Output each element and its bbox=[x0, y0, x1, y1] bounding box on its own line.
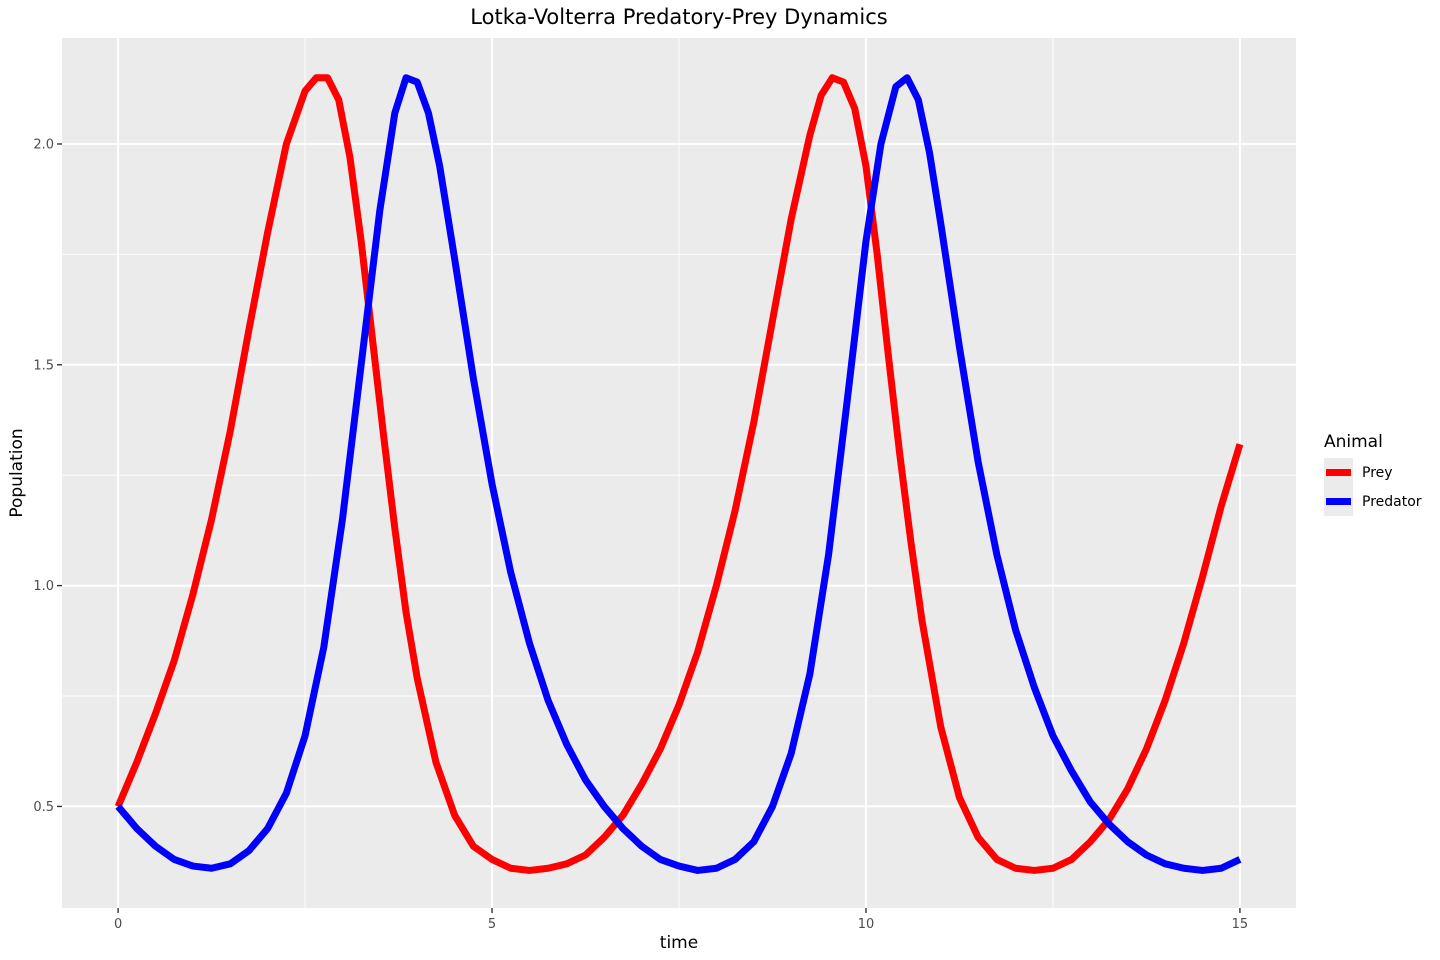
x-axis-title: time bbox=[660, 933, 698, 953]
series-line-predator bbox=[115, 74, 1242, 874]
y-axis-title: Population bbox=[7, 428, 27, 517]
axes: 0 5 10 15 0.5 1.0 1.5 2.0 bbox=[33, 137, 1248, 932]
x-tick-label: 5 bbox=[488, 917, 496, 932]
x-tick-label: 0 bbox=[114, 917, 122, 932]
series-line-prey bbox=[114, 74, 1244, 874]
y-tick-label: 1.0 bbox=[33, 579, 54, 594]
y-tick-label: 1.5 bbox=[33, 358, 54, 373]
x-tick-label: 10 bbox=[858, 917, 875, 932]
legend-entry-predator: Predator bbox=[1324, 487, 1422, 516]
legend-entry-prey: Prey bbox=[1324, 458, 1393, 487]
legend-label: Prey bbox=[1362, 465, 1393, 481]
legend: Animal Prey Predator bbox=[1324, 432, 1422, 516]
series-lines bbox=[114, 74, 1244, 874]
y-tick-label: 2.0 bbox=[33, 137, 54, 152]
legend-label: Predator bbox=[1362, 494, 1422, 510]
legend-title: Animal bbox=[1324, 432, 1383, 452]
chart-title: Lotka-Volterra Predatory-Prey Dynamics bbox=[470, 5, 887, 29]
x-tick-label: 15 bbox=[1232, 917, 1249, 932]
legend-entries: Prey Predator bbox=[1324, 458, 1422, 516]
y-tick-label: 0.5 bbox=[33, 800, 54, 815]
